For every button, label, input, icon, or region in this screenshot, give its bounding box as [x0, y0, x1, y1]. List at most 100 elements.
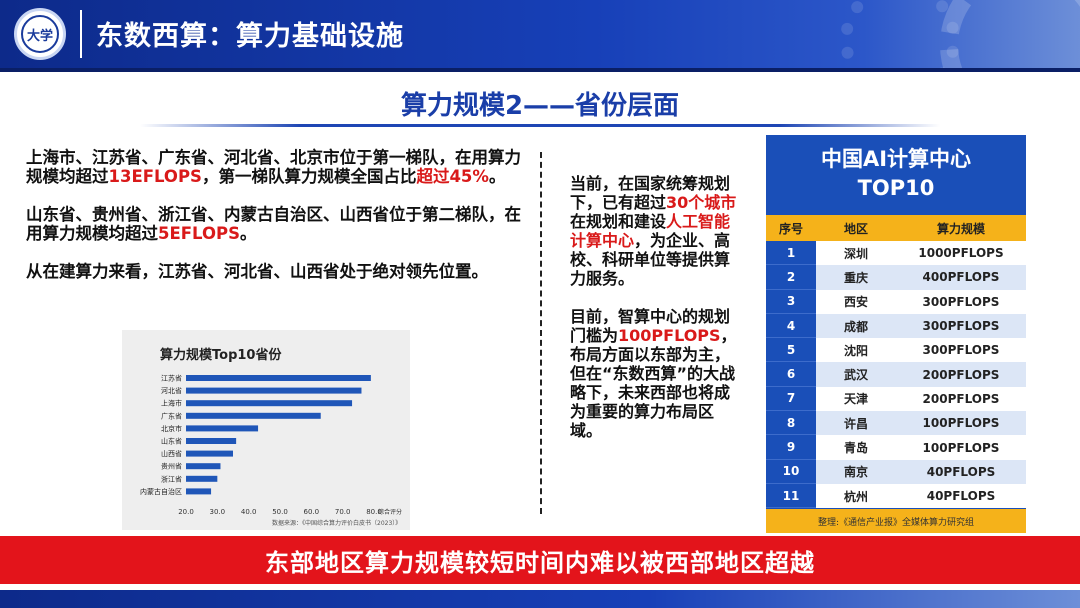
paragraph-tier-two: 山东省、贵州省、浙江省、内蒙古自治区、山西省位于第二梯队，在用算力规模均超过5E… [26, 205, 526, 243]
table-body: 1 深圳 1000PFLOPS 2 重庆 400PFLOPS 3 西安 300PFLOPS 4 成都… [766, 241, 1026, 509]
chart-bar [186, 400, 353, 407]
table-header: 序号 地区 算力规模 [766, 215, 1026, 241]
table-row: 3 西安 300PFLOPS [766, 289, 1026, 314]
row-capacity: 100PFLOPS [896, 411, 1026, 436]
row-capacity: 300PFLOPS [896, 338, 1026, 363]
highlight-text: 人工智能计算中心 [570, 212, 731, 250]
body-text: ，为企业、高校、科研单位等提供算力服务。 [570, 231, 731, 288]
table-row: 8 许昌 100PFLOPS [766, 411, 1026, 436]
highlight-text: 超过45% [416, 167, 489, 186]
chart-bar [186, 475, 218, 482]
chart-category-label: 贵州省 [161, 462, 182, 471]
footer-bar [0, 590, 1080, 608]
left-text-block: 上海市、江苏省、广东省、河北省、北京市位于第一梯队，在用算力规模均超过13EFL… [26, 148, 526, 300]
table-title: 中国AI计算中心 TOP10 [820, 147, 972, 200]
subtitle-underline [140, 124, 940, 127]
chart-bar [186, 488, 212, 495]
row-index: 8 [766, 411, 816, 436]
header-capacity: 算力规模 [936, 221, 985, 236]
table-row: 11 杭州 40PFLOPS [766, 483, 1026, 509]
highlight-text: 100PFLOPS [618, 326, 721, 345]
chart-bar [186, 375, 371, 381]
row-region: 青岛 [816, 435, 896, 460]
row-region: 深圳 [816, 241, 896, 266]
paragraph-threshold: 目前，智算中心的规划门槛为100PFLOPS，布局方面以东部为主，但在“东数西算… [570, 307, 745, 440]
chart-bar [186, 425, 259, 432]
row-capacity: 300PFLOPS [896, 289, 1026, 314]
chart-tick-label: 20.0 [178, 508, 194, 516]
body-text: 在规划和建设 [570, 212, 667, 231]
chart-axis-label: 综合评分 [378, 508, 402, 516]
row-index: 6 [766, 362, 816, 387]
paragraph-under-construction: 从在建算力来看，江苏省、河北省、山西省处于绝对领先位置。 [26, 262, 526, 281]
row-region: 沈阳 [816, 338, 896, 363]
table-row: 5 沈阳 300PFLOPS [766, 338, 1026, 363]
highlight-text: 13EFLOPS [108, 167, 202, 186]
row-region: 许昌 [816, 411, 896, 436]
row-region: 成都 [816, 313, 896, 339]
header-region: 地区 [843, 221, 868, 236]
body-text: ，布局方面以东部为主，但在“东数西算”的大战略下，未来西部也将成为重要的算力布局… [570, 326, 737, 440]
row-index: 9 [766, 435, 816, 460]
row-capacity: 200PFLOPS [896, 362, 1026, 387]
chart-bar [186, 387, 362, 394]
paragraph-current-plan: 当前，在国家统筹规划下，已有超过30个城市在规划和建设人工智能计算中心，为企业、… [570, 174, 745, 288]
bar-chart: 算力规模Top10省份 江苏省 河北省 上海市 广东省 北京市 山东省 山西省 贵州省 浙江省内… [122, 330, 410, 530]
chart-bar [186, 412, 321, 419]
row-region: 武汉 [816, 362, 896, 387]
conclusion-banner: 东部地区算力规模较短时间内难以被西部地区超越 [0, 536, 1080, 584]
table-row: 6 武汉 200PFLOPS [766, 362, 1026, 387]
university-logo: 大学 [14, 8, 66, 60]
chart-source: 数据来源：《中国综合算力评价白皮书（2023）》 [272, 520, 402, 527]
middle-text-block: 当前，在国家统筹规划下，已有超过30个城市在规划和建设人工智能计算中心，为企业、… [570, 174, 745, 459]
chart-title: 算力规模Top10省份 [160, 348, 282, 363]
table-row: 10 南京 40PFLOPS [766, 459, 1026, 484]
section-subtitle: 算力规模2——省份层面 [400, 91, 680, 121]
table-row: 9 青岛 100PFLOPS [766, 435, 1026, 460]
header-bar [0, 0, 1080, 68]
highlight-text: 30个城市 [666, 193, 737, 212]
chart-tick-label: 30.0 [210, 508, 226, 516]
chart-category-label: 浙江省 [161, 474, 182, 483]
row-index: 11 [766, 483, 816, 509]
chart-bar [186, 450, 233, 457]
chart-category-label: 内蒙古自治区 [140, 487, 182, 496]
dashed-divider [540, 152, 542, 514]
highlight-text: 5EFLOPS [158, 224, 240, 243]
row-region: 南京 [816, 459, 896, 484]
chart-category-label: 北京市 [161, 424, 182, 433]
body-text: 山东省、贵州省、浙江省、内蒙古自治区、山西省位于第二梯队，在用算力规模均超过 [26, 205, 521, 243]
body-text: 。 [488, 167, 506, 186]
row-index: 3 [766, 289, 816, 314]
row-index: 7 [766, 386, 816, 412]
chart-category-label: 山东省 [161, 437, 182, 446]
paragraph-tier-one: 上海市、江苏省、广东省、河北省、北京市位于第一梯队，在用算力规模均超过13EFL… [26, 148, 526, 186]
page-title: 东数西算：算力基础设施 [96, 21, 404, 52]
chart-category-label: 河北省 [161, 386, 182, 395]
body-text: 。 [239, 224, 257, 243]
row-capacity: 300PFLOPS [896, 313, 1026, 339]
chart-tick-label: 70.0 [335, 508, 351, 516]
row-index: 4 [766, 313, 816, 339]
row-capacity: 100PFLOPS [896, 435, 1026, 460]
body-text: 目前，智算中心的规划门槛为 [570, 307, 731, 345]
body-text: 上海市、江苏省、广东省、河北省、北京市位于第一梯队，在用算力规模均超过 [26, 148, 521, 186]
table-row: 1 深圳 1000PFLOPS [766, 241, 1026, 266]
chart-tick-label: 50.0 [272, 508, 288, 516]
chart-category-label: 上海市 [161, 399, 182, 408]
row-capacity: 200PFLOPS [896, 386, 1026, 412]
header-index: 序号 [778, 221, 803, 236]
row-region: 重庆 [816, 265, 896, 290]
row-region: 天津 [816, 386, 896, 412]
chart-bar [186, 463, 221, 470]
logo-seal-icon: 大学 [21, 15, 59, 53]
table-row: 2 重庆 400PFLOPS [766, 265, 1026, 290]
row-index: 5 [766, 338, 816, 363]
row-capacity: 400PFLOPS [896, 265, 1026, 290]
body-text: 当前，在国家统筹规划下，已有超过 [570, 174, 731, 212]
row-index: 10 [766, 459, 816, 484]
body-text: 从在建算力来看，江苏省、河北省、山西省处于绝对领先位置。 [26, 262, 488, 281]
chart-tick-label: 80.0 [366, 508, 382, 516]
chart-category-label: 江苏省 [161, 374, 182, 383]
